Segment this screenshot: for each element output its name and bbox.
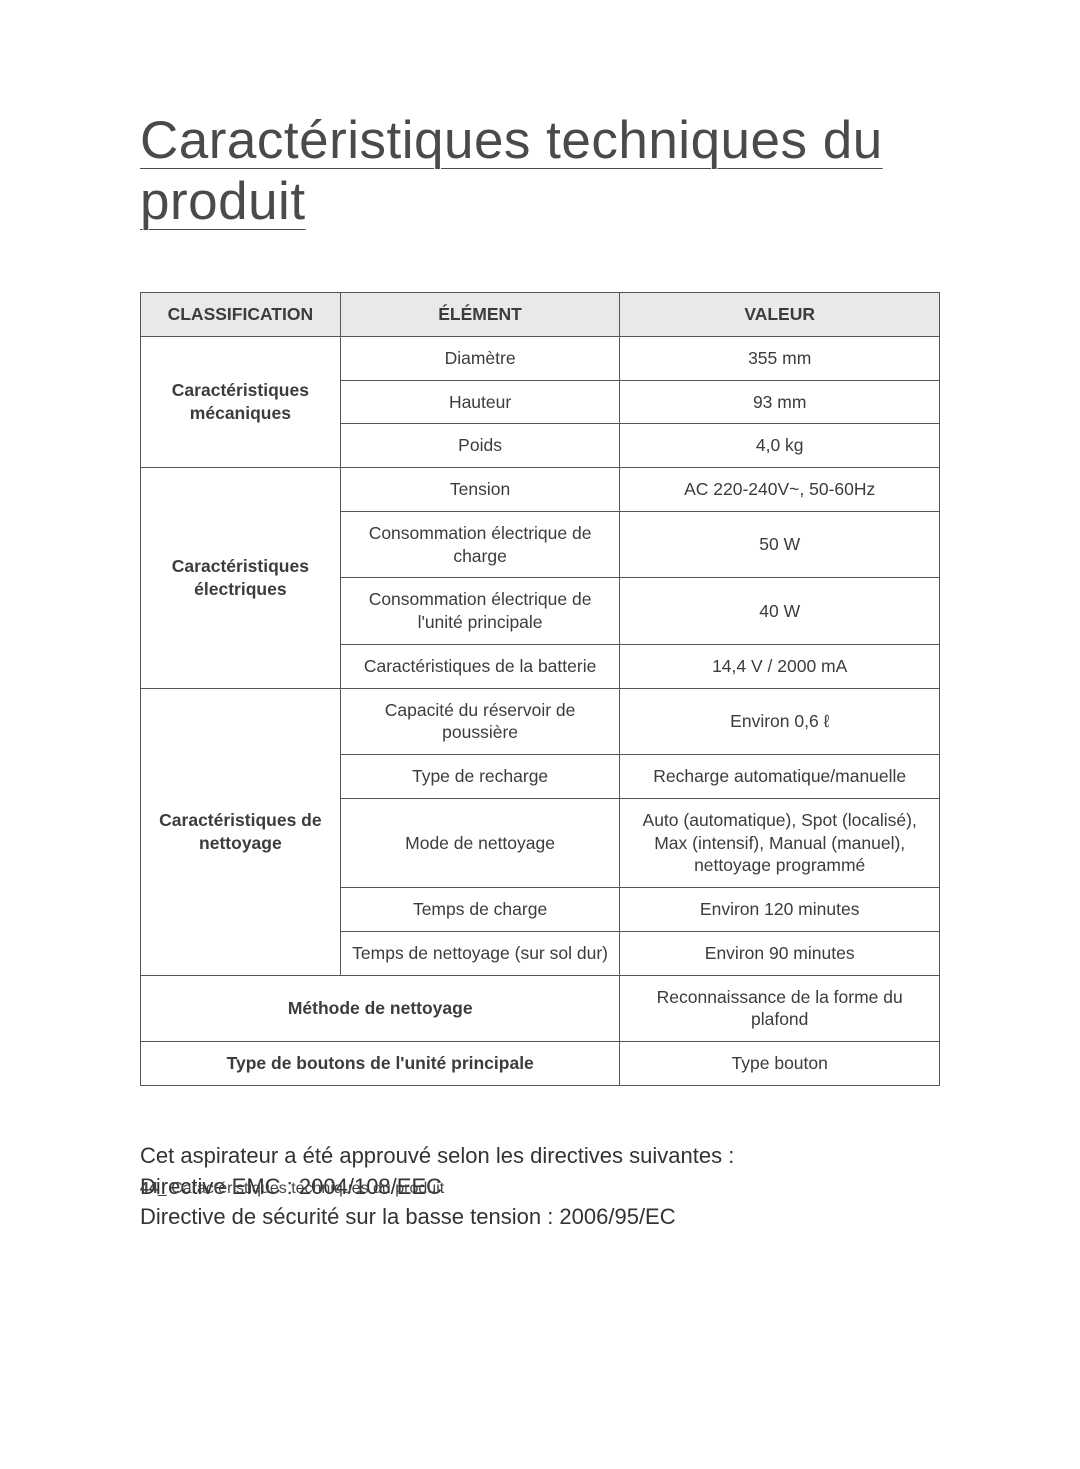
element-cell: Poids [340, 424, 620, 468]
element-cell: Temps de nettoyage (sur sol dur) [340, 931, 620, 975]
element-cell: Caractéristiques de la batterie [340, 644, 620, 688]
element-cell: Tension [340, 468, 620, 512]
element-cell: Temps de charge [340, 888, 620, 932]
section-label-electriques: Caractéristiques électriques [141, 468, 341, 689]
element-cell: Diamètre [340, 336, 620, 380]
value-cell: 14,4 V / 2000 mA [620, 644, 940, 688]
page-title: Caractéristiques techniques du produit [140, 110, 940, 232]
element-cell: Consommation électrique de l'unité princ… [340, 578, 620, 645]
value-cell: 355 mm [620, 336, 940, 380]
directive-line: Directive de sécurité sur la basse tensi… [140, 1202, 940, 1233]
footer-section: Caractéristiques techniques du produit [171, 1180, 444, 1197]
merged-label-boutons: Type de boutons de l'unité principale [141, 1042, 620, 1086]
value-cell: Environ 90 minutes [620, 931, 940, 975]
table-row: Caractéristiques électriques Tension AC … [141, 468, 940, 512]
section-label-mecaniques: Caractéristiques mécaniques [141, 336, 341, 467]
value-cell: 93 mm [620, 380, 940, 424]
value-cell: 4,0 kg [620, 424, 940, 468]
value-cell: Auto (automatique), Spot (localisé), Max… [620, 798, 940, 887]
element-cell: Mode de nettoyage [340, 798, 620, 887]
element-cell: Type de recharge [340, 755, 620, 799]
page-number: 44 [140, 1180, 158, 1197]
merged-label-methode: Méthode de nettoyage [141, 975, 620, 1042]
header-element: ÉLÉMENT [340, 293, 620, 337]
value-cell: 40 W [620, 578, 940, 645]
element-cell: Capacité du réservoir de poussière [340, 688, 620, 755]
element-cell: Consommation électrique de charge [340, 511, 620, 578]
page-footer: 44_ Caractéristiques techniques du produ… [140, 1180, 444, 1198]
value-cell: Reconnaissance de la forme du plafond [620, 975, 940, 1042]
element-cell: Hauteur [340, 380, 620, 424]
table-header-row: CLASSIFICATION ÉLÉMENT VALEUR [141, 293, 940, 337]
header-classification: CLASSIFICATION [141, 293, 341, 337]
table-row: Caractéristiques mécaniques Diamètre 355… [141, 336, 940, 380]
table-row: Caractéristiques de nettoyage Capacité d… [141, 688, 940, 755]
section-label-nettoyage: Caractéristiques de nettoyage [141, 688, 341, 975]
header-value: VALEUR [620, 293, 940, 337]
value-cell: AC 220-240V~, 50-60Hz [620, 468, 940, 512]
value-cell: 50 W [620, 511, 940, 578]
value-cell: Environ 0,6 ℓ [620, 688, 940, 755]
value-cell: Type bouton [620, 1042, 940, 1086]
footer-separator: _ [158, 1180, 171, 1197]
value-cell: Environ 120 minutes [620, 888, 940, 932]
table-row: Type de boutons de l'unité principale Ty… [141, 1042, 940, 1086]
directive-line: Cet aspirateur a été approuvé selon les … [140, 1141, 940, 1172]
table-row: Méthode de nettoyage Reconnaissance de l… [141, 975, 940, 1042]
spec-table: CLASSIFICATION ÉLÉMENT VALEUR Caractéris… [140, 292, 940, 1086]
value-cell: Recharge automatique/manuelle [620, 755, 940, 799]
